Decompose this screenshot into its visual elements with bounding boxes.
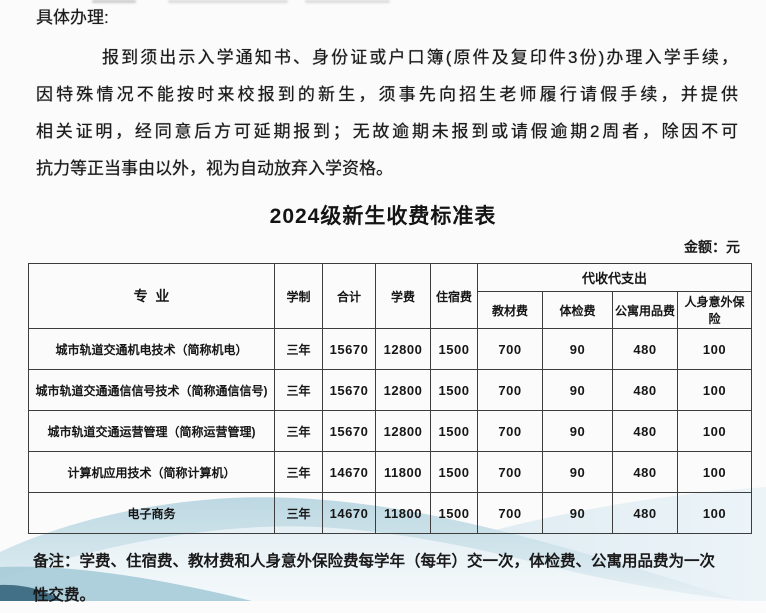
- note-block: 备注：学费、住宿费、教材费和人身意外保险费每学年（每年）交一次，体检费、公寓用品…: [33, 545, 745, 613]
- table-row: 城市轨道交通机电技术（简称机电） 三年 15670 12800 1500 700…: [28, 328, 753, 370]
- cell-textbook: 700: [477, 451, 543, 493]
- swoosh-cyan-corner: [0, 566, 252, 601]
- cell-tuition: 11800: [375, 492, 431, 534]
- artifact-dash: [168, 0, 288, 3]
- intro-paragraph: 具体办理: 报到须出示入学通知书、身份证或户口簿(原件及复印件3份)办理入学手续…: [36, 5, 738, 187]
- cell-apartment-supplies: 480: [612, 410, 678, 452]
- cell-apartment-supplies: 480: [612, 492, 678, 534]
- cell-accident-insurance: 100: [676, 492, 753, 534]
- intro-line-1: 报到须出示入学通知书、身份证或户口簿(原件及复印件3份)办理入学手续，: [102, 48, 738, 67]
- cell-physical-exam: 90: [542, 451, 613, 493]
- cell-physical-exam: 90: [542, 369, 613, 411]
- intro-line-4: 抗力等正当事由以外，视为自动放弃入学资格。: [36, 159, 393, 178]
- artifact-dash: [305, 0, 390, 3]
- artifact-dash: [92, 0, 136, 3]
- cell-apartment-supplies: 480: [612, 451, 678, 493]
- swoosh-white-band: [0, 526, 745, 601]
- cell-textbook: 700: [477, 369, 543, 411]
- cell-apartment-supplies: 480: [612, 369, 678, 411]
- table-title: 2024级新生收费标准表: [269, 205, 497, 228]
- col-header-major: 专 业: [28, 263, 275, 329]
- cell-accident-insurance: 100: [676, 410, 753, 452]
- cell-major: 城市轨道交通通信信号技术（简称通信信号): [28, 369, 275, 411]
- table-row: 城市轨道交通通信信号技术（简称通信信号) 三年 15670 12800 1500…: [28, 369, 753, 411]
- cell-accommodation: 1500: [430, 328, 478, 370]
- cell-physical-exam: 90: [542, 328, 613, 370]
- intro-line-3: 相关证明，经同意后方可延期报到；无故逾期未报到或请假逾期2周者，除因不可: [36, 122, 738, 141]
- cell-textbook: 700: [477, 492, 543, 534]
- cell-physical-exam: 90: [542, 492, 613, 534]
- cell-apartment-supplies: 480: [612, 328, 678, 370]
- cell-textbook: 700: [477, 328, 543, 370]
- table-row: 电子商务 三年 14670 11800 1500 700 90 480 100: [28, 492, 753, 534]
- cell-accident-insurance: 100: [676, 451, 753, 493]
- cell-total: 15670: [322, 369, 376, 411]
- cell-duration: 三年: [274, 369, 323, 411]
- cell-major: 城市轨道交通机电技术（简称机电）: [28, 328, 275, 370]
- col-header-accident-insurance: 人身意外保险: [676, 291, 753, 329]
- col-header-textbook: 教材费: [477, 291, 543, 329]
- cell-total: 14670: [322, 451, 376, 493]
- cropped-text-artifact: [0, 0, 766, 4]
- cell-accommodation: 1500: [430, 492, 478, 534]
- table-row: 计算机应用技术（简称计算机） 三年 14670 11800 1500 700 9…: [28, 451, 753, 493]
- col-group-collection: 代收代支出: [476, 263, 753, 292]
- intro-heading: 具体办理:: [36, 8, 109, 27]
- cell-duration: 三年: [274, 410, 323, 452]
- cell-total: 15670: [322, 328, 376, 370]
- col-header-apartment-supplies: 公寓用品费: [612, 291, 678, 329]
- cell-accident-insurance: 100: [676, 369, 753, 411]
- cell-total: 14670: [322, 492, 376, 534]
- corner-dark-wedge: [0, 584, 63, 601]
- fee-table: 专 业 学制 合计 学费 住宿费 代收代支出 教材费 体检费 公寓用品费 人身意…: [28, 263, 753, 534]
- cell-total: 15670: [322, 410, 376, 452]
- note-line-1: 备注：学费、住宿费、教材费和人身意外保险费每学年（每年）交一次，体检费、公寓用品…: [33, 553, 716, 570]
- col-header-physical-exam: 体检费: [542, 291, 613, 329]
- col-header-tuition: 学费: [375, 263, 431, 329]
- table-row: 城市轨道交通运营管理（简称运营管理) 三年 15670 12800 1500 7…: [28, 410, 753, 452]
- cell-duration: 三年: [274, 328, 323, 370]
- cell-accommodation: 1500: [430, 369, 478, 411]
- cell-tuition: 12800: [375, 328, 431, 370]
- cell-textbook: 700: [477, 410, 543, 452]
- col-header-duration: 学制: [274, 263, 323, 329]
- note-line-2: 性交费。: [33, 587, 96, 604]
- cell-tuition: 12800: [375, 410, 431, 452]
- cell-accommodation: 1500: [430, 451, 478, 493]
- cell-major: 计算机应用技术（简称计算机）: [28, 451, 275, 493]
- cell-tuition: 12800: [375, 369, 431, 411]
- cell-accident-insurance: 100: [676, 328, 753, 370]
- cell-accommodation: 1500: [430, 410, 478, 452]
- cell-major: 电子商务: [28, 492, 275, 534]
- cell-duration: 三年: [274, 492, 323, 534]
- col-header-accommodation: 住宿费: [430, 263, 478, 329]
- col-header-total: 合计: [322, 263, 376, 329]
- intro-line-2: 因特殊情况不能按时来校报到的新生，须事先向招生老师履行请假手续，并提供: [36, 85, 738, 104]
- cell-tuition: 11800: [375, 451, 431, 493]
- cell-physical-exam: 90: [542, 410, 613, 452]
- intro-lines: 报到须出示入学通知书、身份证或户口簿(原件及复印件3份)办理入学手续， 因特殊情…: [36, 39, 738, 187]
- cell-duration: 三年: [274, 451, 323, 493]
- unit-label: 金额：元: [684, 239, 740, 255]
- cell-major: 城市轨道交通运营管理（简称运营管理): [28, 410, 275, 452]
